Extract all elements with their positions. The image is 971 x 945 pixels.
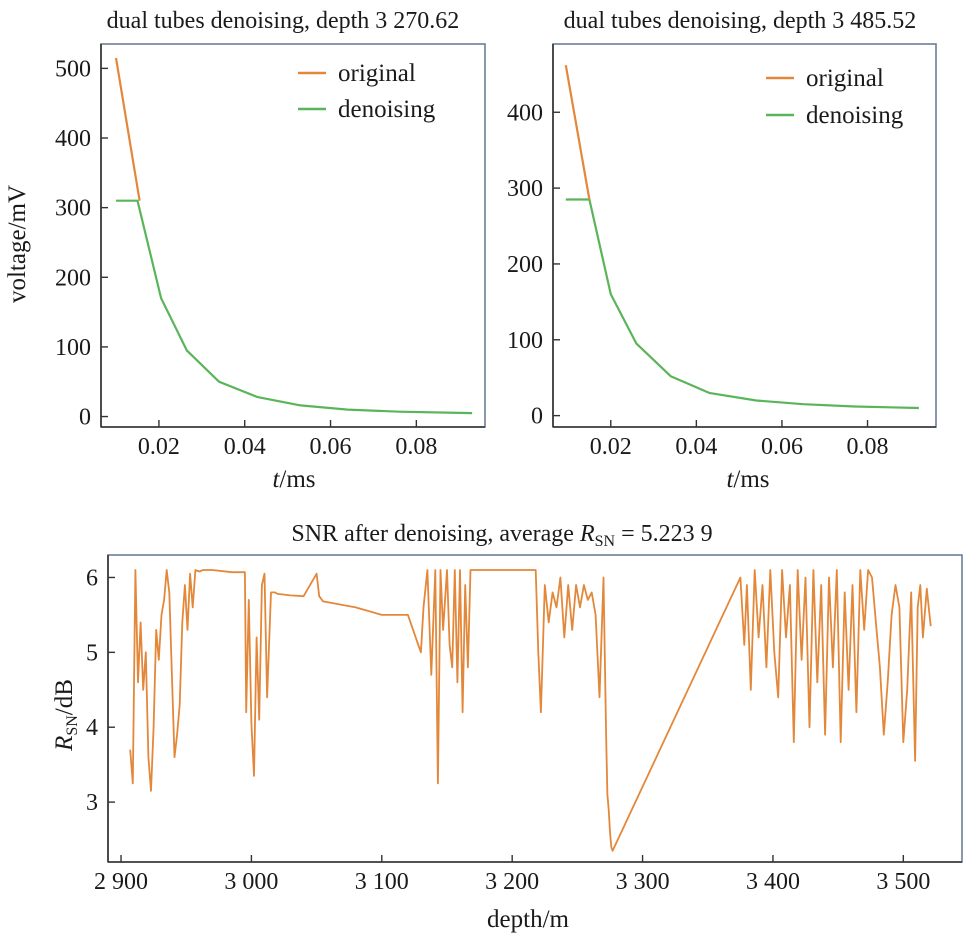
chart1-x-axis-label: t/ms [272, 466, 315, 493]
chart2-x-tick-label: 0.02 [590, 434, 632, 460]
chart2-x-tick-label: 0.06 [761, 434, 803, 460]
chart3-y-tick-label: 4 [86, 715, 98, 741]
chart1-legend: original denoising [298, 60, 436, 123]
chart3-series [129, 569, 932, 852]
chart1-series-original-line [114, 57, 141, 201]
chart1-x-axis-label-var: t [272, 466, 280, 493]
chart2-y-tick-label: 300 [507, 176, 543, 202]
chart1-title: dual tubes denoising, depth 3 270.62 [107, 8, 460, 34]
chart-depth-3485: dual tubes denoising, depth 3 485.52 0.0… [507, 8, 937, 493]
chart1-y-tick-label: 200 [55, 265, 91, 291]
chart3-title-var: R [579, 521, 595, 547]
chart1-series [114, 57, 473, 415]
chart2-title: dual tubes denoising, depth 3 485.52 [564, 8, 917, 34]
chart3-title-suffix: = 5.223 9 [615, 521, 713, 547]
chart3-y-tick-label: 6 [86, 565, 98, 591]
chart3-y-axis-label-unit: /dB [51, 679, 78, 715]
chart3-x-tick-label: 3 100 [355, 869, 409, 895]
chart2-legend-denoising-label: denoising [806, 102, 904, 129]
chart2-legend: original denoising [766, 65, 904, 129]
chart3-y-axis-label: RSN/dB [51, 679, 81, 752]
chart2-y-tick-label: 100 [507, 328, 543, 354]
chart1-legend-denoising-label: denoising [338, 96, 436, 123]
chart1-ticks: 0.02 0.04 0.06 0.08 0 100 200 300 400 500 [55, 44, 485, 460]
chart1-x-tick-label: 0.08 [395, 434, 437, 460]
chart3-title-sub: SN [595, 533, 616, 550]
chart1-series-denoising-line [116, 199, 473, 415]
chart2-legend-original-label: original [806, 65, 884, 92]
chart2-ticks: 0.02 0.04 0.06 0.08 0 100 200 300 400 [507, 44, 936, 460]
chart3-x-tick-label: 3 200 [485, 869, 539, 895]
chart3-x-tick-label: 3 400 [746, 869, 800, 895]
chart3-plot-frame [107, 554, 963, 863]
chart1-y-tick-label: 300 [55, 196, 91, 222]
chart2-x-tick-label: 0.08 [847, 434, 889, 460]
chart1-x-axis-label-unit: /ms [279, 466, 315, 493]
chart-snr-depth: SNR after denoising, average RSN = 5.223… [51, 521, 963, 933]
chart3-y-axis-label-sub: SN [64, 715, 81, 736]
chart2-series [564, 65, 919, 410]
chart3-title: SNR after denoising, average RSN = 5.223… [291, 521, 712, 550]
chart2-y-tick-label: 400 [507, 100, 543, 126]
chart1-y-tick-label: 500 [55, 56, 91, 82]
chart-depth-3270: dual tubes denoising, depth 3 270.62 0.0… [4, 8, 486, 493]
chart1-x-tick-label: 0.04 [224, 434, 266, 460]
chart3-series-snr-line [129, 569, 932, 852]
chart1-y-tick-label: 0 [79, 405, 91, 431]
chart2-y-tick-label: 200 [507, 252, 543, 278]
chart3-x-axis-label: depth/m [487, 906, 569, 933]
chart1-legend-original-label: original [338, 60, 416, 87]
chart3-x-tick-label: 3 500 [876, 869, 930, 895]
chart1-y-tick-label: 400 [55, 126, 91, 152]
chart3-x-tick-label: 2 900 [94, 869, 148, 895]
chart1-y-tick-label: 100 [55, 335, 91, 361]
chart1-x-tick-label: 0.02 [138, 434, 180, 460]
chart3-x-tick-label: 3 300 [616, 869, 670, 895]
chart2-series-denoising-line [565, 198, 919, 410]
chart3-y-tick-label: 3 [86, 790, 98, 816]
chart3-x-tick-label: 3 000 [224, 869, 278, 895]
chart1-y-axis-label: voltage/mV [4, 185, 31, 303]
chart2-x-axis-label: t/ms [726, 466, 769, 493]
chart2-x-tick-label: 0.04 [675, 434, 717, 460]
chart2-y-tick-label: 0 [531, 404, 543, 430]
chart3-title-prefix: SNR after denoising, average [291, 521, 580, 547]
chart2-series-original-line [564, 65, 591, 200]
chart3-y-axis-label-var: R [51, 736, 78, 752]
chart3-ticks: 2 900 3 000 3 100 3 200 3 300 3 400 3 500 3 4 5 6 [86, 555, 962, 895]
chart3-y-tick-label: 5 [86, 640, 98, 666]
chart2-x-axis-label-var: t [726, 466, 734, 493]
chart2-x-axis-label-unit: /ms [733, 466, 769, 493]
chart1-x-tick-label: 0.06 [310, 434, 352, 460]
